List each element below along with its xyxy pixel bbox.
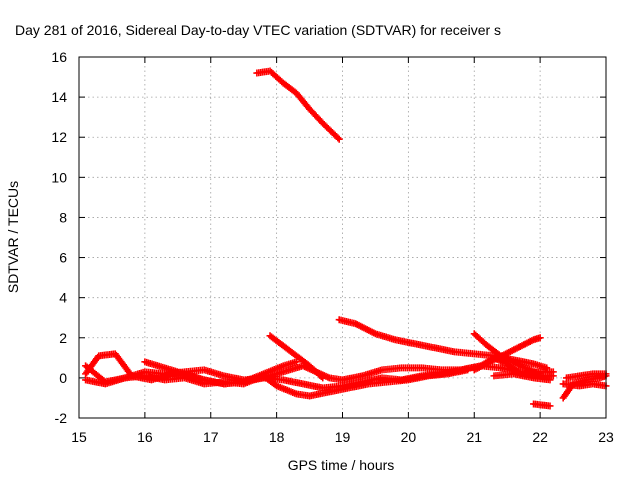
- data-point: [546, 376, 554, 384]
- x-tick-label: 17: [203, 429, 219, 445]
- data-point: [536, 334, 544, 342]
- y-tick-label: 16: [51, 49, 67, 65]
- x-tick-label: 15: [71, 429, 87, 445]
- data-point-interp: [334, 134, 342, 142]
- data-series-14: [562, 370, 610, 382]
- data-layer: [82, 67, 610, 410]
- data-series-1: [253, 67, 343, 143]
- y-tick-label: 10: [51, 169, 67, 185]
- y-tick-label: -2: [55, 410, 68, 426]
- y-tick-label: 6: [59, 250, 67, 266]
- data-point: [546, 402, 554, 410]
- y-tick-label: 4: [59, 290, 67, 306]
- x-tick-label: 22: [532, 429, 548, 445]
- y-tick-label: 12: [51, 129, 67, 145]
- data-series-13: [559, 380, 610, 390]
- y-tick-label: 14: [51, 89, 67, 105]
- x-tick-label: 23: [598, 429, 614, 445]
- y-axis-label: SDTVAR / TECUs: [5, 181, 21, 293]
- y-tick-labels: -2 0 2 4 6 8 10 12 14 16: [51, 49, 67, 426]
- data-point: [292, 358, 300, 366]
- x-tick-label: 18: [269, 429, 285, 445]
- x-axis-label: GPS time / hours: [288, 457, 395, 473]
- x-tick-label: 19: [335, 429, 351, 445]
- chart-title: Day 281 of 2016, Sidereal Day-to-day VTE…: [15, 22, 501, 38]
- data-series-11: [530, 400, 554, 410]
- x-tick-label: 21: [466, 429, 482, 445]
- data-series-9: [141, 358, 300, 388]
- x-tick-label: 20: [401, 429, 417, 445]
- y-tick-label: 2: [59, 330, 67, 346]
- data-point: [335, 135, 343, 143]
- data-point: [543, 364, 551, 372]
- plot-frame: [78, 56, 607, 419]
- data-point: [549, 368, 557, 376]
- y-tick-label: 0: [59, 370, 67, 386]
- x-tick-label: 16: [137, 429, 153, 445]
- y-tick-label: 8: [59, 209, 67, 225]
- data-series-2: [335, 316, 551, 372]
- data-point: [464, 366, 472, 374]
- x-tick-labels: 15 16 17 18 19 20 21 22 23: [71, 429, 614, 445]
- data-series-10: [490, 370, 554, 384]
- data-series-5: [470, 330, 544, 378]
